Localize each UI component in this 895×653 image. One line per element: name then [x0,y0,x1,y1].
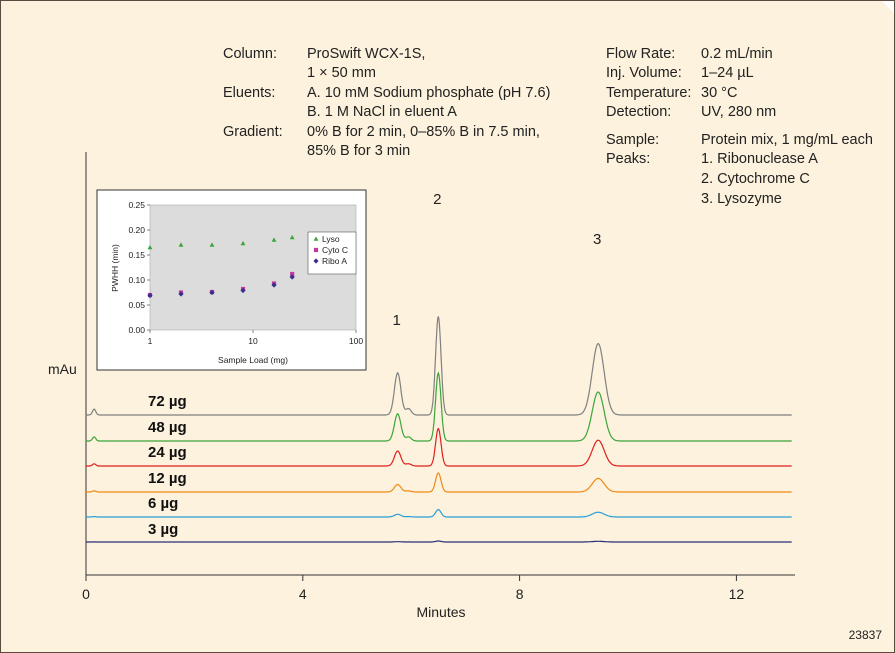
column-value-2: 1 × 50 mm [307,65,376,81]
inset-point-lyso [240,240,246,246]
inset-point-lyso [209,242,215,247]
peak-item-1: 1. Ribonuclease A [701,151,818,167]
inset-x-ticks: 1 10 100 [148,330,363,346]
inset-scatter-plot: 0.00 0.05 0.10 0.15 0.20 0.25 1 10 100 Sample L… [96,189,367,371]
column-value-1: ProSwift WCX-1S, [307,46,426,62]
temperature-value: 30 °C [701,85,738,101]
flow-rate-value: 0.2 mL/min [701,46,773,62]
figure-id: 23837 [848,628,882,642]
inset-points [147,234,295,299]
inset-point-ribo-a [289,274,295,280]
trace-label: 6 µg [148,495,178,512]
inset-y-tick-label: 0.20 [128,225,145,235]
trace-24-µg [86,427,792,467]
sample-value: Protein mix, 1 mg/mL each [701,132,873,148]
inset-x-axis-label: Sample Load (mg) [218,355,288,365]
inset-x-tick-label: 1 [148,336,153,346]
inset-point-ribo-a [209,289,215,296]
trace-12-µg [86,472,792,493]
inset-y-tick-label: 0.05 [128,300,145,310]
inset-point-ribo-a [271,282,277,288]
trace-labels: 72 µg 48 µg 24 µg 12 µg 6 µg 3 µg [148,393,187,538]
inj-volume-label: Inj. Volume: [606,65,682,81]
peak-item-3: 3. Lysozyme [701,191,782,207]
peak-labels: 1 2 3 [392,191,601,329]
x-tick-label: 0 [82,586,90,602]
peaks-label: Peaks: [606,151,651,167]
sample-label: Sample: [606,132,660,148]
legend-marker-lyso [313,236,319,241]
column-label: Column: [223,46,277,62]
gradient-line-1: 0% B for 2 min, 0–85% B in 7.5 min, [307,124,540,140]
temperature-label: Temperature: [606,85,692,101]
eluents-label: Eluents: [223,85,276,101]
inset-y-tick-label: 0.10 [128,275,145,285]
flow-rate-label: Flow Rate: [606,46,676,62]
inset-point-lyso [289,234,295,240]
trace-3-µg [86,540,792,543]
inset-x-tick-label: 100 [349,336,363,346]
gradient-line-2: 85% B for 3 min [307,143,411,159]
inset-point-lyso [271,237,277,242]
inset-point-lyso [147,244,153,250]
trace-48-µg [86,371,792,442]
legend-marker-ribo-a [313,258,319,264]
folded-corner [882,1,894,13]
inj-volume-value: 1–24 µL [701,65,754,81]
trace-label: 24 µg [148,444,187,461]
x-ticks: 0 4 8 12 [82,575,744,602]
inset-x-tick-label: 10 [248,336,258,346]
inset-point-cyto-c [290,271,295,277]
inset-y-axis-label: PWHH (min) [110,244,120,292]
inset-y-ticks: 0.00 0.05 0.10 0.15 0.20 0.25 [128,200,150,335]
x-tick-label: 4 [299,586,307,602]
x-axis-label: Minutes [416,604,465,620]
inset-y-tick-label: 0.15 [128,250,145,260]
trace-label: 12 µg [148,470,187,487]
peak-item-2: 2. Cytochrome C [701,171,810,187]
trace-label: 48 µg [148,419,187,436]
chromatogram-traces [86,316,792,543]
inset-point-ribo-a [178,291,184,297]
peak-label-1: 1 [392,312,400,329]
inset-point-ribo-a [240,287,246,294]
legend-label: Cyto C [322,245,348,255]
trace-label: 72 µg [148,393,187,410]
y-axis-label: mAu [48,361,77,377]
inset-point-ribo-a [147,292,153,299]
peak-label-3: 3 [593,231,601,248]
x-tick-label: 8 [516,586,524,602]
inset-y-tick-label: 0.00 [128,325,145,335]
legend-label: Ribo A [322,256,347,266]
legend-label: Lyso [322,234,340,244]
trace-72-µg [86,316,792,416]
trace-label: 3 µg [148,521,178,538]
legend-marker-cyto-c [313,247,319,253]
eluent-a: A. 10 mM Sodium phosphate (pH 7.6) [307,85,551,101]
inset-point-lyso [178,242,184,247]
gradient-label: Gradient: [223,124,283,140]
x-tick-label: 12 [729,586,745,602]
peak-label-2: 2 [433,191,441,208]
trace-6-µg [86,508,792,518]
eluent-b: B. 1 M NaCl in eluent A [307,104,457,120]
detection-label: Detection: [606,104,672,120]
inset-y-tick-label: 0.25 [128,200,145,210]
detection-value: UV, 280 nm [701,104,777,120]
